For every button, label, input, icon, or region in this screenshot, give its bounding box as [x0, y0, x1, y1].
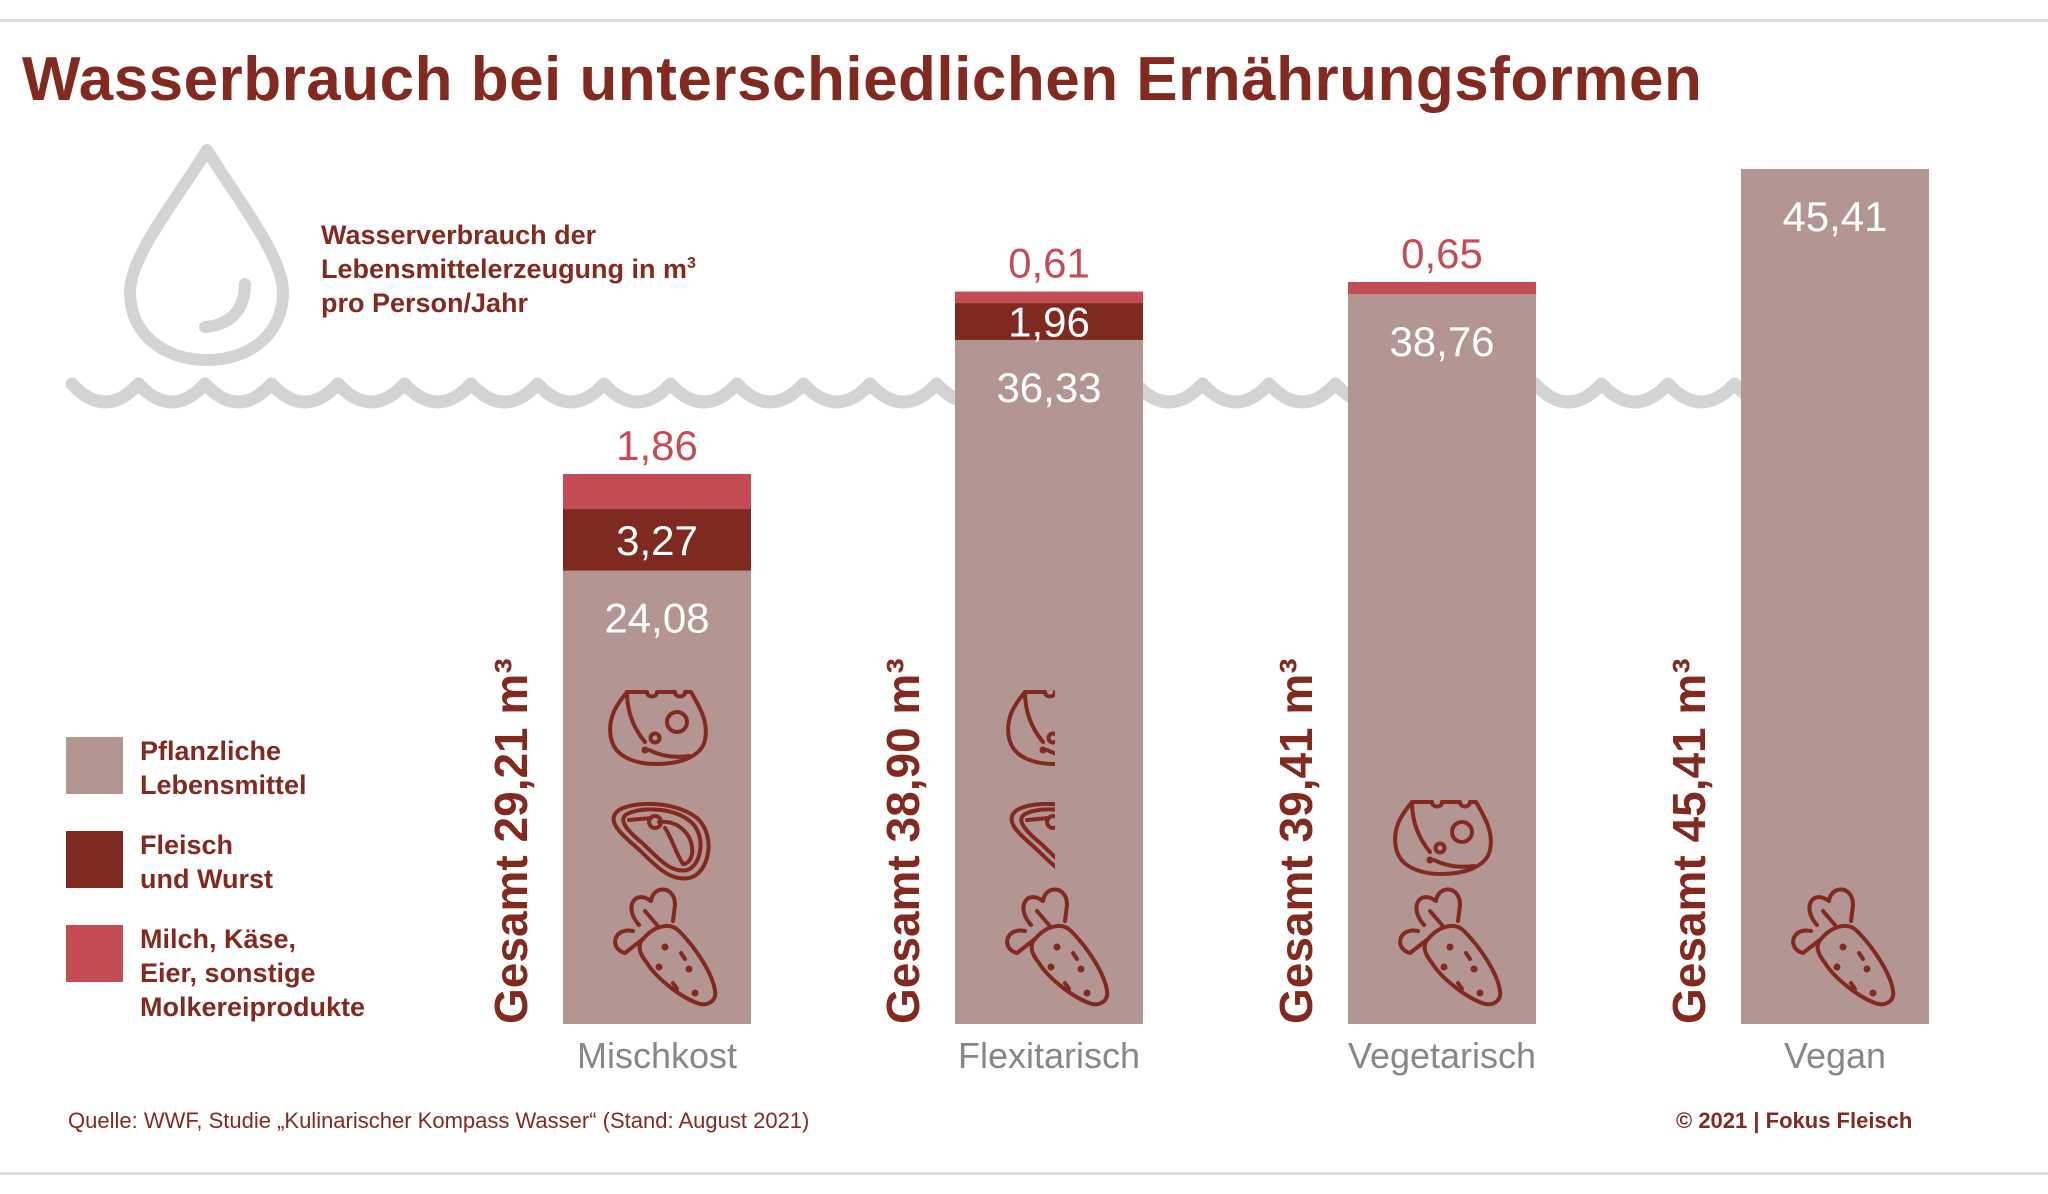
legend-swatch-pflanzlich — [66, 737, 123, 794]
bar-segment-pflanzlich — [563, 570, 751, 1024]
bar-segment-pflanzlich — [1741, 169, 1929, 1024]
carrot-icon — [613, 887, 718, 1007]
data-label-fleisch: 1,96 — [1008, 299, 1090, 346]
subtitle-line-2: Lebensmittelerzeugung in m3 — [321, 252, 696, 286]
legend-label-milch: Milch, Käse, Eier, sonstige Molkereiprod… — [140, 922, 365, 1024]
legend-label-line: Pflanzliche — [140, 736, 282, 766]
subtitle-line-1: Wasserverbrauch der — [321, 220, 597, 250]
category-label: Vegan — [1784, 1035, 1886, 1076]
bar-segment-pflanzlich — [1348, 294, 1536, 1024]
legend-label-line: Eier, sonstige — [140, 958, 316, 988]
category-label: Mischkost — [577, 1035, 737, 1076]
total-label: Gesamt 38,90 m³ — [877, 658, 929, 1024]
total-label: Gesamt 39,41 m³ — [1270, 658, 1322, 1024]
carrot-icon — [1791, 887, 1896, 1007]
data-label-pflanzlich: 24,08 — [604, 595, 709, 642]
carrot-icon — [1005, 887, 1110, 1007]
cheese-icon — [1006, 690, 1055, 766]
steak-icon — [611, 801, 711, 881]
legend-label-line: Molkereiprodukte — [140, 992, 366, 1022]
legend-label-line: Lebensmittel — [140, 770, 307, 800]
category-label: Flexitarisch — [958, 1035, 1140, 1076]
subtitle-superscript: 3 — [687, 255, 696, 272]
legend-swatch-fleisch — [66, 831, 123, 888]
total-label: Gesamt 45,41 m³ — [1663, 658, 1715, 1024]
bar-segment-milch — [955, 291, 1143, 304]
source-note: Quelle: WWF, Studie „Kulinarischer Kompa… — [68, 1108, 810, 1133]
copyright-note: © 2021 | Fokus Fleisch — [1676, 1108, 1913, 1133]
chart-subtitle: Wasserverbrauch der Lebensmittelerzeugun… — [321, 218, 696, 320]
legend-label-line: und Wurst — [140, 864, 273, 894]
steak-icon — [1009, 801, 1055, 870]
data-label-pflanzlich: 45,41 — [1782, 193, 1887, 240]
data-label-milch: 1,86 — [616, 422, 698, 469]
data-label-pflanzlich: 38,76 — [1389, 318, 1494, 365]
bar-segment-pflanzlich — [955, 339, 1143, 1024]
legend-label-line: Fleisch — [140, 830, 234, 860]
water-wave-decoration — [65, 377, 1808, 409]
bar-segment-fleisch — [563, 509, 751, 571]
data-label-milch: 0,61 — [1008, 240, 1090, 287]
bar-segment-milch — [563, 474, 751, 510]
carrot-icon — [1398, 887, 1503, 1007]
legend-label-pflanzlich: Pflanzliche Lebensmittel — [140, 734, 307, 802]
chart-title: Wasserbrauch bei unterschiedlichen Ernäh… — [22, 45, 1703, 114]
legend-label-fleisch: Fleisch und Wurst — [140, 828, 273, 896]
category-label: Vegetarisch — [1348, 1035, 1536, 1076]
data-label-pflanzlich: 36,33 — [996, 364, 1101, 411]
water-drop-icon — [124, 144, 289, 366]
top-divider — [0, 19, 2048, 22]
bar-segment-fleisch — [955, 303, 1143, 340]
cheese-icon — [608, 690, 708, 766]
total-label: Gesamt 29,21 m³ — [485, 658, 537, 1024]
data-label-milch: 0,65 — [1401, 230, 1483, 277]
legend-label-line: Milch, Käse, — [140, 924, 297, 954]
data-label-fleisch: 3,27 — [616, 517, 698, 564]
cheese-icon — [1393, 800, 1493, 876]
legend-swatch-milch — [66, 925, 123, 982]
subtitle-line-3: pro Person/Jahr — [321, 288, 529, 318]
bar-segment-milch — [1348, 281, 1536, 295]
bottom-divider — [0, 1172, 2048, 1175]
subtitle-line-2-text: Lebensmittelerzeugung in m — [321, 254, 688, 284]
